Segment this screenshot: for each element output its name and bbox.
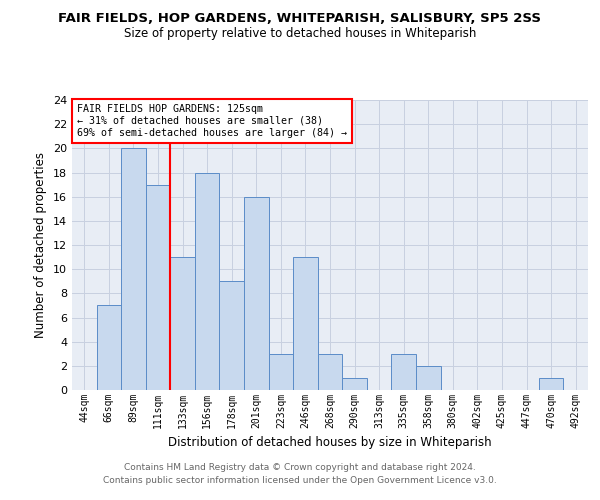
- Bar: [293, 257, 318, 390]
- Bar: [269, 354, 293, 390]
- Bar: [391, 354, 416, 390]
- Text: FAIR FIELDS HOP GARDENS: 125sqm
← 31% of detached houses are smaller (38)
69% of: FAIR FIELDS HOP GARDENS: 125sqm ← 31% of…: [77, 104, 347, 138]
- Bar: [121, 148, 146, 390]
- Bar: [220, 281, 244, 390]
- Bar: [244, 196, 269, 390]
- Bar: [97, 306, 121, 390]
- Bar: [342, 378, 367, 390]
- Bar: [146, 184, 170, 390]
- Text: Size of property relative to detached houses in Whiteparish: Size of property relative to detached ho…: [124, 28, 476, 40]
- Bar: [539, 378, 563, 390]
- Bar: [170, 257, 195, 390]
- Bar: [195, 172, 220, 390]
- Text: Contains HM Land Registry data © Crown copyright and database right 2024.: Contains HM Land Registry data © Crown c…: [124, 464, 476, 472]
- Text: FAIR FIELDS, HOP GARDENS, WHITEPARISH, SALISBURY, SP5 2SS: FAIR FIELDS, HOP GARDENS, WHITEPARISH, S…: [59, 12, 542, 26]
- Bar: [416, 366, 440, 390]
- Y-axis label: Number of detached properties: Number of detached properties: [34, 152, 47, 338]
- X-axis label: Distribution of detached houses by size in Whiteparish: Distribution of detached houses by size …: [168, 436, 492, 450]
- Bar: [318, 354, 342, 390]
- Text: Contains public sector information licensed under the Open Government Licence v3: Contains public sector information licen…: [103, 476, 497, 485]
